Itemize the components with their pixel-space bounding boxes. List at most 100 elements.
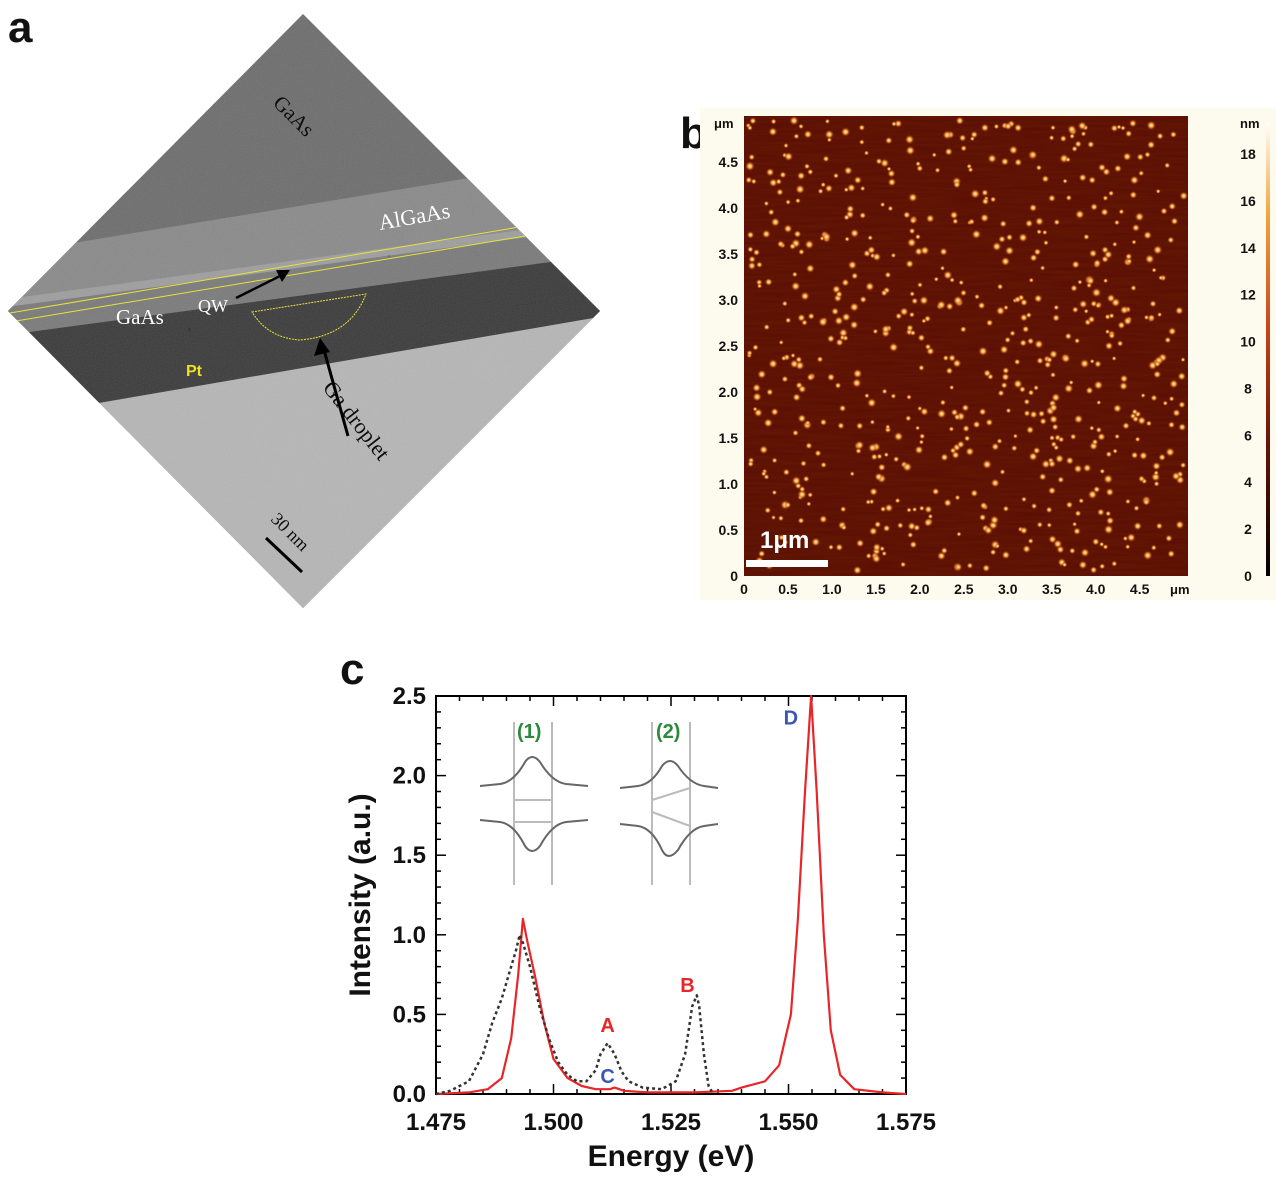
afm-dot <box>952 218 959 225</box>
afm-dot <box>949 210 959 220</box>
afm-dot <box>909 217 917 225</box>
afm-dot <box>953 180 961 189</box>
afm-dot <box>1019 339 1028 347</box>
afm-dot <box>942 354 950 362</box>
afm-dot <box>1158 453 1166 462</box>
afm-dot <box>781 300 788 307</box>
afm-dot <box>1032 446 1041 455</box>
afm-dot <box>867 234 874 241</box>
afm-dot <box>1167 326 1177 336</box>
afm-dot <box>869 419 876 425</box>
afm-dot <box>1156 132 1164 140</box>
afm-dot <box>1131 223 1140 232</box>
afm-dot <box>807 168 814 176</box>
afm-dot <box>826 334 835 343</box>
afm-dot <box>1131 408 1138 416</box>
afm-y-unit: μm <box>714 116 734 131</box>
afm-dot <box>1105 487 1115 497</box>
afm-dot <box>981 189 989 197</box>
x-tick-label: 1.475 <box>406 1109 466 1136</box>
afm-dot <box>1025 425 1035 435</box>
afm-dot <box>1125 252 1133 261</box>
afm-dot <box>1168 395 1175 402</box>
afm-dot <box>1146 140 1156 150</box>
afm-dot <box>806 501 812 507</box>
afm-dot <box>834 382 842 389</box>
afm-dot <box>1162 400 1169 407</box>
afm-dot <box>868 526 878 536</box>
afm-dot <box>1116 340 1124 347</box>
afm-dot <box>795 184 806 195</box>
afm-dot <box>1036 228 1042 235</box>
afm-dot <box>764 506 772 514</box>
afm-dot <box>1145 420 1153 427</box>
afm-dot <box>818 316 828 327</box>
afm-dot <box>828 544 834 551</box>
afm-dot <box>870 453 878 461</box>
afm-dot <box>1167 421 1176 429</box>
afm-dot <box>803 129 813 139</box>
afm-dot <box>1105 516 1115 525</box>
afm-dot <box>842 334 849 342</box>
peak-annotation-d: D <box>784 708 798 730</box>
afm-dot <box>1119 374 1129 384</box>
afm-dot <box>768 127 778 137</box>
afm-dot <box>838 404 847 413</box>
afm-dot <box>1073 464 1083 474</box>
afm-dot <box>843 214 850 221</box>
afm-dot <box>939 265 946 271</box>
afm-dot <box>999 220 1007 228</box>
afm-dot <box>900 561 907 568</box>
afm-dot <box>1067 124 1077 134</box>
afm-dot <box>835 290 843 299</box>
afm-dot <box>814 449 822 457</box>
afm-dot <box>914 233 921 240</box>
afm-dot <box>920 407 929 416</box>
afm-dot <box>1112 403 1122 413</box>
afm-dot <box>1000 381 1008 389</box>
afm-dot <box>1050 124 1056 131</box>
afm-dot <box>871 554 881 564</box>
afm-dot <box>1049 414 1059 424</box>
afm-x-tick: 1.5 <box>866 581 886 597</box>
afm-dot <box>867 245 876 255</box>
afm-dot <box>979 213 990 223</box>
peak-annotation-c: C <box>600 1066 614 1088</box>
afm-dot <box>906 394 912 400</box>
afm-dot <box>1096 399 1102 406</box>
afm-dot <box>1169 379 1179 389</box>
afm-dot <box>1087 140 1095 149</box>
peak-annotation-a: A <box>600 1015 614 1037</box>
afm-dot <box>1028 150 1038 159</box>
afm-dot <box>1065 501 1074 509</box>
afm-dot <box>875 157 883 165</box>
afm-y-tick: 4.5 <box>719 154 739 170</box>
afm-dot <box>1091 537 1100 546</box>
afm-dot <box>1036 356 1044 365</box>
afm-x-tick: 4.0 <box>1086 581 1106 597</box>
afm-dot <box>1019 526 1028 535</box>
afm-dot <box>1024 219 1034 228</box>
afm-dot <box>770 118 777 125</box>
afm-dot <box>1082 463 1092 473</box>
afm-dot <box>1130 284 1137 292</box>
afm-colorbar-tick: 16 <box>1240 193 1256 209</box>
y-axis-label: Intensity (a.u.) <box>344 793 377 996</box>
afm-dot <box>1117 321 1126 330</box>
afm-dot <box>771 489 778 496</box>
afm-dot <box>779 171 787 179</box>
afm-dot <box>807 312 815 320</box>
afm-dot <box>771 457 778 464</box>
afm-dot <box>865 552 872 560</box>
afm-dot <box>1132 415 1140 423</box>
droplet-arrow <box>314 338 350 437</box>
afm-dot <box>1048 434 1056 441</box>
afm-x-tick: 0.5 <box>778 581 798 597</box>
afm-dot <box>994 543 1001 549</box>
afm-dot <box>982 459 993 470</box>
afm-dot <box>891 121 897 127</box>
afm-dot <box>1026 337 1035 345</box>
afm-dot <box>1034 339 1044 349</box>
afm-dot <box>1029 410 1038 419</box>
afm-dot <box>1004 336 1011 344</box>
